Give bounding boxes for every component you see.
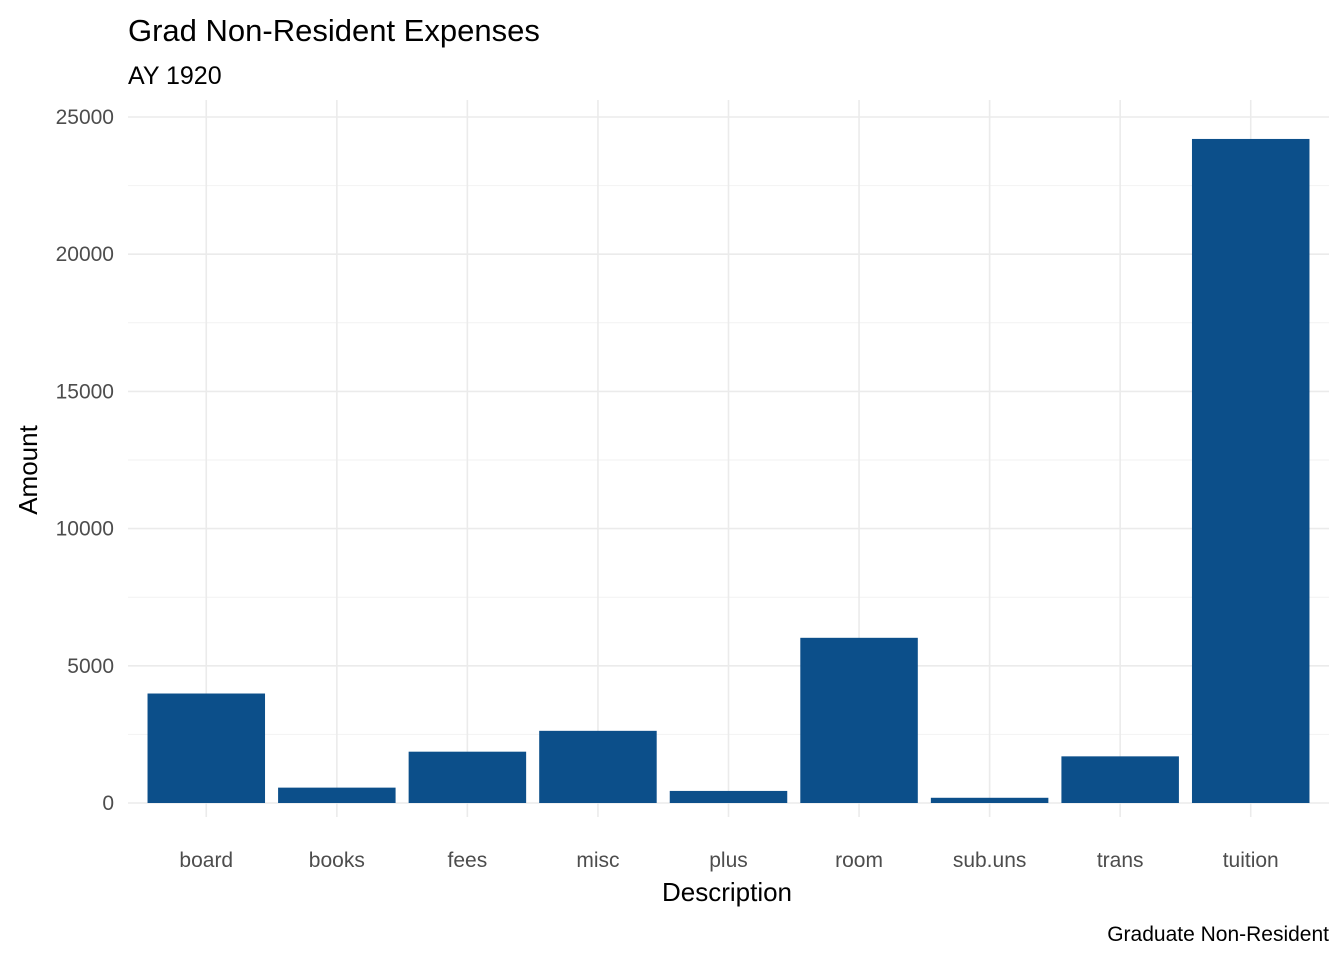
y-tick-label: 0: [102, 792, 114, 815]
x-tick-label: board: [179, 849, 233, 872]
x-tick-label: fees: [448, 849, 488, 872]
chart-caption: Graduate Non-Resident: [1107, 923, 1329, 946]
bar-fees: [408, 751, 527, 803]
bar-sub.uns: [930, 797, 1049, 803]
bar-misc: [539, 730, 657, 803]
y-axis-ticks: 0 5000 10000 15000 20000 25000: [56, 106, 114, 815]
bar-tuition: [1191, 138, 1310, 803]
y-tick-label: 15000: [56, 380, 114, 403]
bar-books: [278, 787, 396, 803]
x-tick-label: trans: [1097, 849, 1144, 872]
y-tick-label: 20000: [56, 243, 114, 266]
bar-trans: [1061, 756, 1179, 803]
x-axis-title: Description: [662, 877, 792, 907]
chart-subtitle: AY 1920: [128, 62, 222, 90]
chart-title: Grad Non-Resident Expenses: [128, 13, 540, 48]
x-tick-label: misc: [576, 849, 619, 872]
gridlines: [128, 100, 1329, 817]
bar-room: [800, 637, 918, 803]
y-axis-title: Amount: [13, 424, 43, 514]
x-tick-label: books: [309, 849, 365, 872]
x-tick-label: plus: [709, 849, 748, 872]
y-tick-label: 25000: [56, 106, 114, 129]
bar-board: [147, 693, 266, 803]
x-tick-label: room: [835, 849, 883, 872]
x-tick-label: tuition: [1223, 849, 1279, 872]
y-tick-label: 5000: [67, 655, 114, 678]
x-tick-label: sub.uns: [953, 849, 1027, 872]
x-axis-ticks: board books fees misc plus room sub.uns trans tu…: [179, 849, 1278, 872]
y-tick-label: 10000: [56, 518, 114, 541]
bars: [147, 138, 1310, 803]
bar-plus: [669, 790, 788, 803]
